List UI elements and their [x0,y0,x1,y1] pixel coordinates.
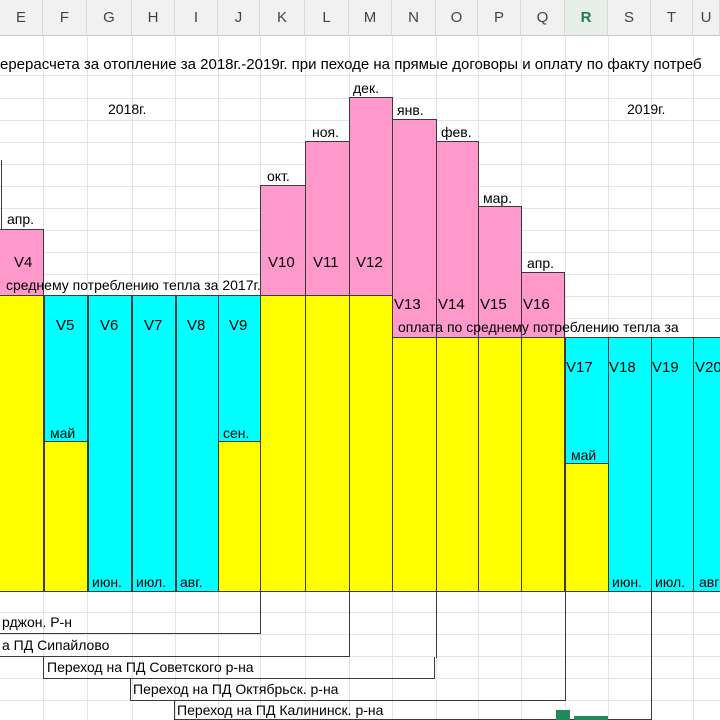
block-m-pink [349,97,393,296]
col-header-q[interactable]: Q [521,0,565,36]
month-sep-2018: сен. [223,425,250,441]
volume-v20: V20 [695,359,720,376]
block-q-yellow [521,337,565,592]
sheet-title: ерерасчета за отопление за 2018г.-2019г.… [0,56,702,73]
volume-v14: V14 [438,296,465,313]
col-header-u[interactable]: U [693,0,720,36]
block-i-cyan [176,295,219,592]
transition-bracket-5-post [651,592,652,701]
transition-bracket-2 [0,592,350,657]
block-l-yellow [305,295,350,592]
volume-v5: V5 [56,317,75,334]
volume-v16: V16 [523,296,550,313]
volume-v7: V7 [144,317,163,334]
transition-label-2: а ПД Сипайлово [2,637,110,653]
transition-label-1: рджон. Р-н [2,614,73,630]
block-l-pink [305,141,350,296]
transition-bracket-3 [43,657,435,679]
year-2019-label: 2019г. [627,101,666,117]
month-aug-2019: авг [699,574,720,590]
month-dec-2018: дек. [353,80,379,96]
month-oct-2018: окт. [267,168,290,184]
volume-v15: V15 [480,296,507,313]
block-f-cyan [44,295,88,442]
transition-bracket-1 [0,592,261,634]
month-apr-2019: апр. [527,255,555,271]
block-j-yellow [218,441,261,592]
volume-v9: V9 [229,317,248,334]
month-jul-2019: июл. [655,574,686,590]
volume-v17: V17 [566,359,593,376]
month-nov-2018: ноя. [312,124,339,140]
month-feb-2019: фев. [441,124,472,140]
month-jun-2019: июн. [612,574,642,590]
col-header-e[interactable]: E [0,0,43,36]
month-jan-2019: янв. [397,102,424,118]
month-jun-2018: июн. [92,574,122,590]
volume-v18: V18 [609,359,636,376]
col-header-m[interactable]: M [349,0,392,36]
col-header-r[interactable]: R [565,0,608,36]
month-aug-2018: авг. [180,574,203,590]
volume-v8: V8 [187,317,206,334]
col-header-k[interactable]: K [260,0,305,36]
transition-bracket-3-post [436,592,437,658]
block-r-cyan [565,337,609,464]
month-may-2019: май [571,447,597,463]
block-f-yellow [44,441,88,592]
block-e-yellow [0,295,44,592]
selection-handle[interactable] [556,710,570,720]
col-header-n[interactable]: N [392,0,436,36]
note-avg-2017: среднему потреблению тепла за 2017г. [6,277,261,293]
block-n-pink [392,119,437,338]
transition-label-5: Переход на ПД Калининск. р-на [177,702,384,718]
volume-v13: V13 [394,296,421,313]
block-k-pink [260,185,306,296]
volume-v19: V19 [652,359,679,376]
col-header-o[interactable]: O [436,0,478,36]
col-header-i[interactable]: I [175,0,218,36]
block-o-yellow [436,337,479,592]
note-avg-payment: оплата по среднему потреблению тепла за [398,319,679,335]
year-2018-label: 2018г. [108,101,147,117]
col-header-g[interactable]: G [87,0,132,36]
block-p-yellow [478,337,522,592]
transition-label-3: Переход на ПД Советского р-на [47,659,254,675]
block-h-cyan [132,295,176,592]
block-m-yellow [349,295,393,592]
transition-label-4: Переход на ПД Октябрьск. р-на [133,681,339,697]
block-n-yellow [392,337,437,592]
left-edge-stub [0,160,2,296]
col-header-f[interactable]: F [43,0,87,36]
volume-v12: V12 [356,254,383,271]
block-k-yellow [260,295,306,592]
month-mar-2019: мар. [483,190,513,206]
block-p-pink [478,206,522,338]
col-header-s[interactable]: S [608,0,651,36]
col-header-j[interactable]: J [218,0,260,36]
transition-bracket-4-post [565,592,566,679]
col-header-p[interactable]: P [478,0,521,36]
col-header-h[interactable]: H [132,0,175,36]
block-u-cyan [693,337,720,592]
block-g-cyan [88,295,132,592]
volume-v10: V10 [268,254,295,271]
volume-v4: V4 [14,254,33,271]
volume-v6: V6 [100,317,119,334]
col-header-t[interactable]: T [651,0,693,36]
volume-v11: V11 [313,254,339,271]
month-apr-2018: апр. [7,211,35,227]
col-header-l[interactable]: L [305,0,349,36]
selection-indicator [574,716,608,720]
transition-bracket-4 [130,678,566,701]
month-jul-2018: июл. [136,574,167,590]
block-e-pink [0,229,44,296]
month-may-2018: май [50,425,76,441]
block-j-cyan [218,295,261,442]
block-r-yellow [565,463,609,592]
